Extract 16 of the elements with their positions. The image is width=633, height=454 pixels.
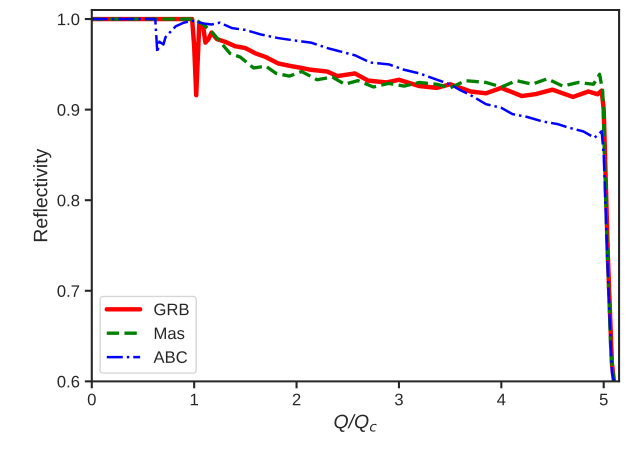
x-tick-label: 1	[190, 394, 198, 406]
y-tick-label: 0.8	[57, 194, 80, 206]
y-tick-label: 1.0	[58, 13, 80, 26]
x-tick-label: 4	[497, 394, 506, 406]
legend-label: ABC	[153, 351, 188, 364]
y-tick-label: 0.9	[57, 104, 80, 116]
y-tick-label: 0.6	[57, 376, 80, 388]
x-tick-label: 3	[394, 394, 403, 406]
x-tick-label: 0	[88, 394, 96, 406]
x-tick-label: 5	[600, 394, 608, 406]
y-tick-label: 0.7	[57, 285, 80, 297]
legend-label: GRB	[154, 304, 189, 316]
x-tick-label: 2	[292, 394, 300, 406]
x-axis-title: Q/Q$_{c}$	[334, 414, 377, 432]
y-axis-title: Reflectivity	[33, 148, 52, 242]
legend-label: Mas	[154, 328, 184, 340]
